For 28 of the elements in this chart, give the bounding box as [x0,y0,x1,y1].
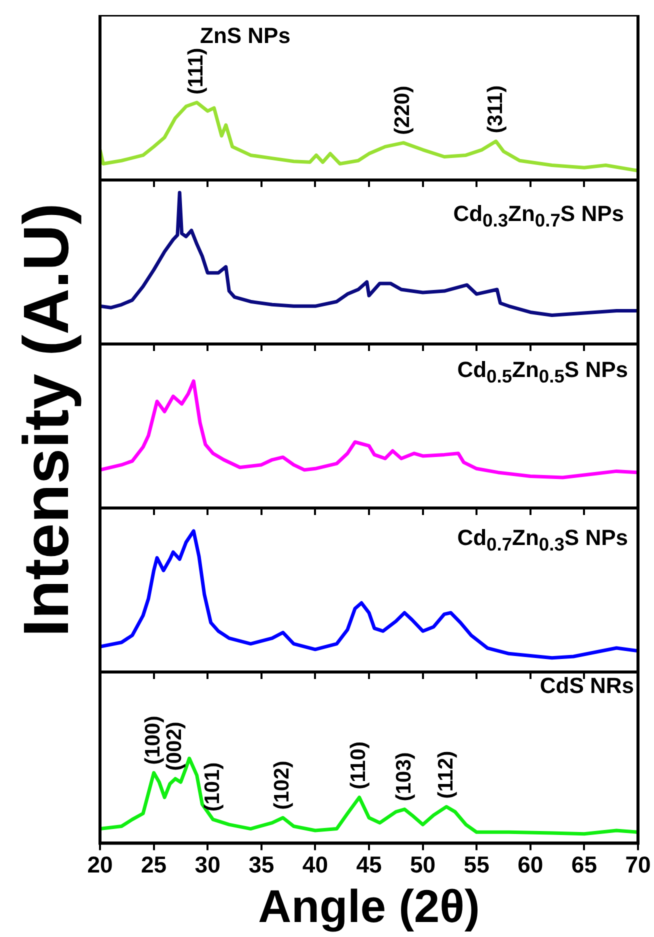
x-axis-title: Angle (2θ) [258,880,480,932]
annotation: (112) [434,750,458,799]
annotation: Cd$_{0.3}$Zn$_{0.7}$S NPs [453,201,624,232]
x-tick-label: 45 [356,851,382,878]
annotation: Cd$_{0.7}$Zn$_{0.3}$S NPs [457,525,628,556]
y-axis-title: Intensity (A.U) [9,203,83,637]
annotation: (002) [163,722,186,771]
x-tick-label: 30 [194,851,220,878]
x-tick-label: 20 [87,851,113,878]
annotation: (311) [484,85,507,134]
annotation: (103) [392,752,416,802]
annotation: Cd$_{0.5}$Zn$_{0.5}$S NPs [457,357,628,388]
annotation: (110) [347,742,370,790]
annotation: (102) [270,760,294,810]
annotation: (100) [142,716,165,765]
x-tick-label: 70 [625,851,651,878]
annotation: (220) [391,86,414,135]
x-tick-label: 65 [571,851,598,878]
x-tick-label: 25 [141,851,167,878]
x-tick-label: 55 [464,851,490,878]
x-tick-label: 60 [518,851,544,878]
annotation: (111) [184,48,208,95]
text: ZnS NPs [200,23,290,48]
x-tick-label: 40 [302,851,328,878]
x-tick-label: 50 [410,851,436,878]
x-tick-label: 35 [248,851,274,878]
text: CdS NRs [540,673,634,699]
annotation: (101) [200,762,224,812]
